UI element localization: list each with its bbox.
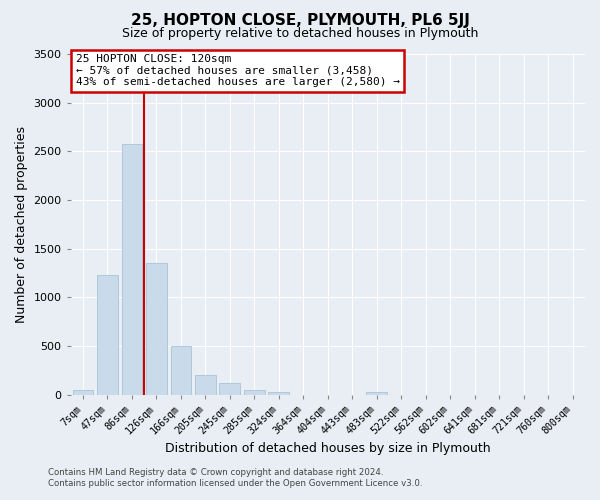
Bar — [268, 392, 289, 395]
Bar — [122, 144, 142, 395]
Bar — [146, 264, 167, 395]
Text: 25, HOPTON CLOSE, PLYMOUTH, PL6 5JJ: 25, HOPTON CLOSE, PLYMOUTH, PL6 5JJ — [131, 12, 469, 28]
Bar — [220, 383, 241, 395]
Bar — [244, 390, 265, 395]
Bar — [73, 390, 94, 395]
Text: 25 HOPTON CLOSE: 120sqm
← 57% of detached houses are smaller (3,458)
43% of semi: 25 HOPTON CLOSE: 120sqm ← 57% of detache… — [76, 54, 400, 87]
Bar — [97, 275, 118, 395]
Text: Contains HM Land Registry data © Crown copyright and database right 2024.
Contai: Contains HM Land Registry data © Crown c… — [48, 468, 422, 487]
Bar — [367, 392, 387, 395]
X-axis label: Distribution of detached houses by size in Plymouth: Distribution of detached houses by size … — [165, 442, 491, 455]
Y-axis label: Number of detached properties: Number of detached properties — [15, 126, 28, 323]
Bar — [170, 346, 191, 395]
Bar — [195, 376, 216, 395]
Text: Size of property relative to detached houses in Plymouth: Size of property relative to detached ho… — [122, 28, 478, 40]
